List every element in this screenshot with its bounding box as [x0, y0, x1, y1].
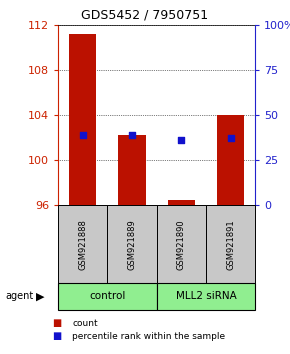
Text: ▶: ▶ — [36, 291, 45, 302]
Text: control: control — [89, 291, 126, 302]
Text: GSM921890: GSM921890 — [177, 219, 186, 270]
Point — [228, 135, 233, 141]
Point — [80, 132, 85, 138]
Text: GSM921888: GSM921888 — [78, 219, 87, 270]
Text: count: count — [72, 319, 98, 328]
Text: ■: ■ — [52, 318, 61, 328]
Text: ■: ■ — [52, 331, 61, 341]
Text: percentile rank within the sample: percentile rank within the sample — [72, 332, 226, 341]
Text: MLL2 siRNA: MLL2 siRNA — [175, 291, 236, 302]
Text: GDS5452 / 7950751: GDS5452 / 7950751 — [81, 9, 209, 22]
Bar — [217, 115, 244, 205]
Point — [179, 137, 184, 143]
Point — [130, 132, 134, 138]
Text: GSM921889: GSM921889 — [127, 219, 137, 270]
Bar — [168, 200, 195, 205]
Bar — [69, 34, 96, 205]
Text: GSM921891: GSM921891 — [226, 219, 235, 270]
Text: agent: agent — [6, 291, 34, 302]
Bar — [118, 135, 146, 205]
